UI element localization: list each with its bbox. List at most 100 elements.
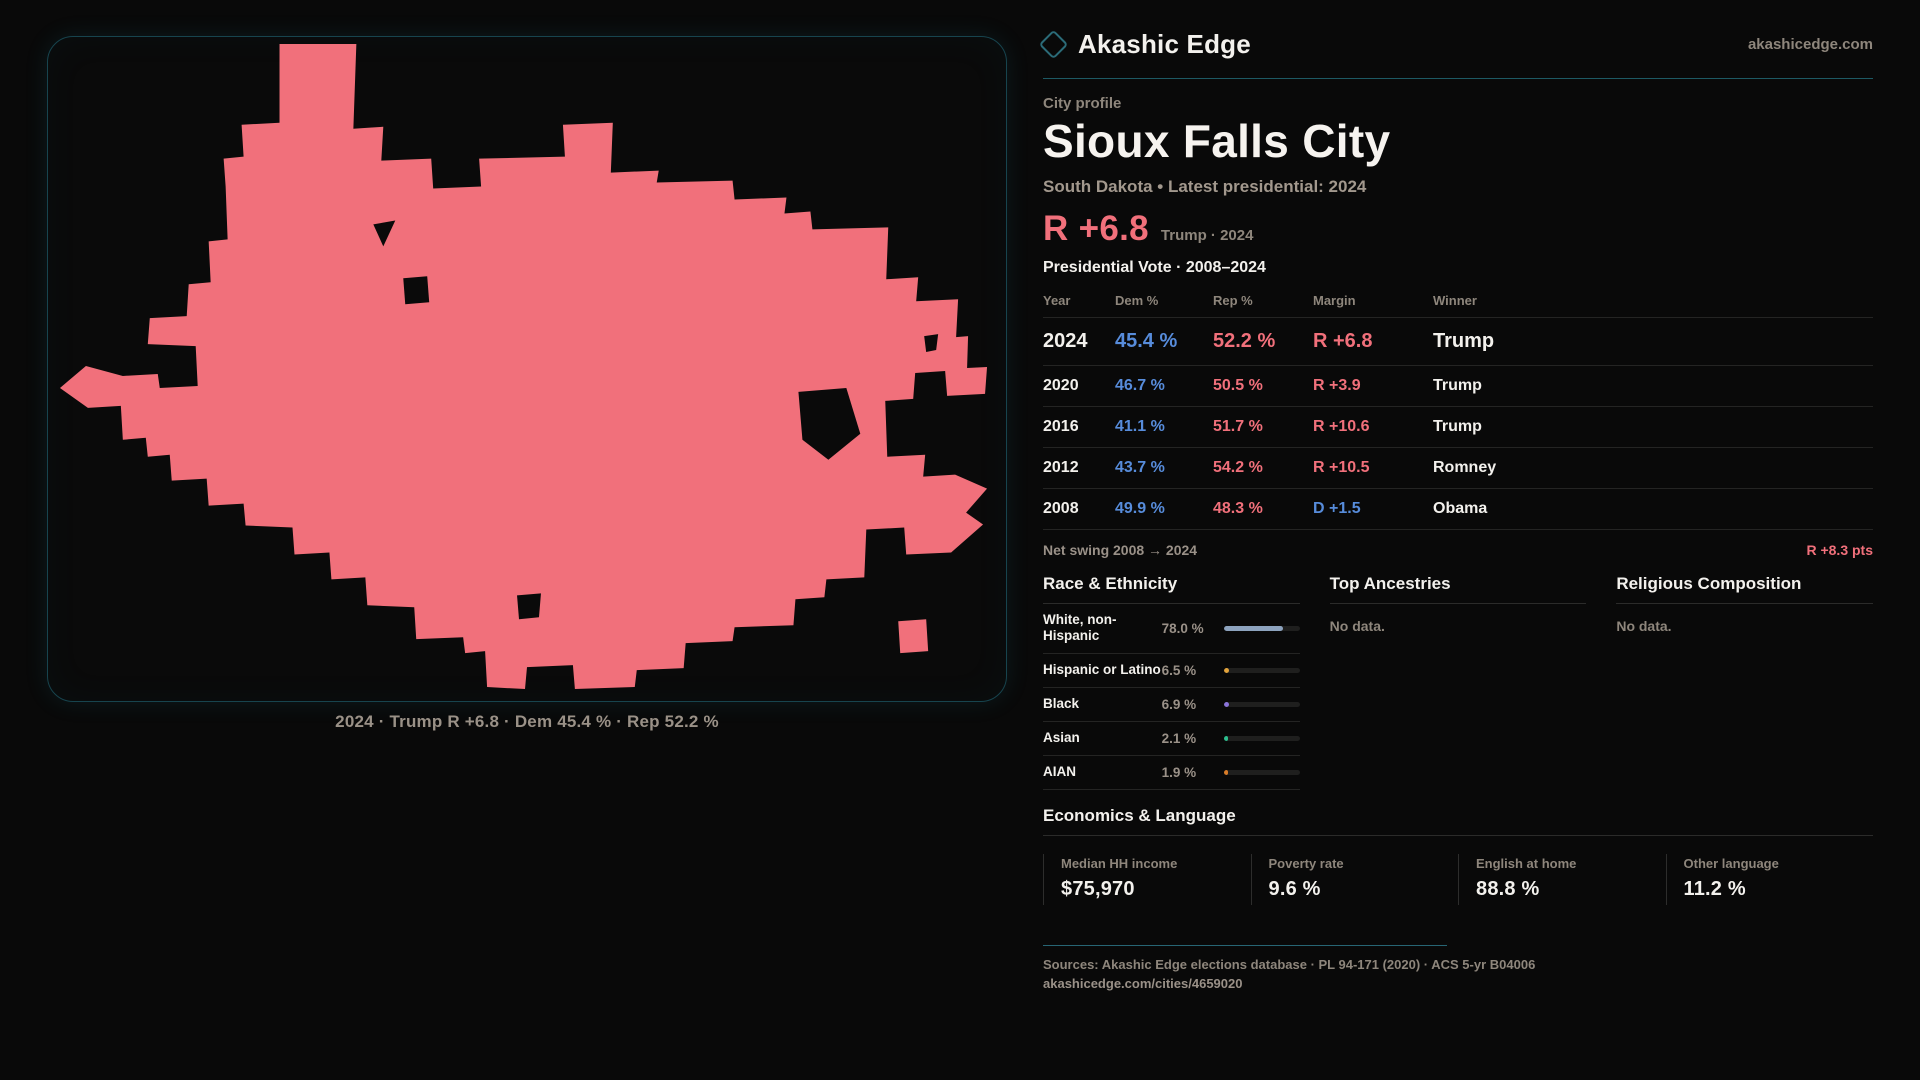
stat-card: Poverty rate 9.6 %	[1250, 853, 1459, 905]
headline-margin-value: R +6.8	[1043, 208, 1149, 248]
race-ethnicity-list: White, non-Hispanic 78.0 % Hispanic or Lat…	[1043, 604, 1300, 790]
race-bar-fill	[1223, 736, 1228, 742]
net-swing-row: Net swing 2008 → 2024 R +8.3 pts	[1043, 530, 1873, 568]
vote-table-row: 2024 45.4 % 52.2 % R +6.8 Trump	[1043, 318, 1873, 366]
profile-panel: Akashic Edge akashicedge.com City profil…	[1038, 24, 1874, 993]
table-cell: R +10.5	[1313, 458, 1370, 476]
table-cell: 2024	[1043, 329, 1088, 352]
table-cell: Trump	[1433, 329, 1495, 352]
race-row: AIAN 1.9 %	[1043, 756, 1300, 790]
panel-footer: Sources: Akashic Edge elections database…	[1043, 944, 1873, 993]
table-cell: 54.2 %	[1213, 458, 1263, 476]
table-cell: Trump	[1433, 417, 1482, 435]
city-boundary-shape	[59, 43, 988, 690]
column-header: Rep %	[1213, 292, 1253, 308]
economics-stats-row: Median HH income $75,970 Poverty rate 9.6 %…	[1043, 853, 1874, 905]
table-cell: D +1.5	[1313, 499, 1361, 517]
vote-table: Year Dem % Rep % Margin Winner 2024 45.4 % 52.2…	[1043, 285, 1873, 530]
race-row: Asian 2.1 %	[1043, 722, 1300, 756]
vote-table-row: 2020 46.7 % 50.5 % R +3.9 Trump	[1043, 366, 1873, 407]
race-label: Black	[1043, 696, 1080, 712]
race-bar-fill	[1223, 769, 1228, 775]
stat-label: Other language	[1683, 855, 1779, 871]
race-bar-fill	[1223, 702, 1229, 708]
race-bar-track	[1223, 736, 1300, 742]
race-bar-fill	[1223, 668, 1229, 674]
brand-header: Akashic Edge akashicedge.com	[1038, 24, 1873, 64]
city-boundary-map	[59, 43, 988, 690]
column-header: Winner	[1433, 292, 1477, 308]
table-cell: 52.2 %	[1213, 329, 1276, 352]
vote-table-row: 2008 49.9 % 48.3 % D +1.5 Obama	[1043, 489, 1873, 530]
stat-label: Poverty rate	[1268, 855, 1344, 871]
headline-margin-note: Trump · 2024	[1160, 226, 1254, 244]
stat-value: 9.6 %	[1268, 877, 1321, 900]
race-bar-track	[1223, 702, 1300, 708]
vote-table-title: Presidential Vote · 2008–2024	[1043, 258, 1266, 276]
vote-table-header: Year Dem % Rep % Margin Winner	[1043, 285, 1873, 318]
footer-divider	[1043, 944, 1447, 946]
map-hole	[403, 276, 430, 305]
page-title: Sioux Falls City	[1043, 115, 1391, 167]
table-cell: 49.9 %	[1115, 499, 1165, 517]
table-cell: 45.4 %	[1115, 329, 1178, 352]
race-label: White, non-Hispanic	[1043, 611, 1117, 644]
economics-title: Economics & Language	[1043, 806, 1873, 836]
table-cell: R +3.9	[1313, 376, 1361, 394]
race-row: Hispanic or Latino 6.5 %	[1043, 654, 1300, 689]
header-divider	[1043, 78, 1873, 79]
table-cell: 46.7 %	[1115, 376, 1165, 394]
permalink[interactable]: akashicedge.com/cities/4659020	[1043, 975, 1243, 991]
race-value: 1.9 %	[1161, 764, 1197, 780]
vote-table-row: 2012 43.7 % 54.2 % R +10.5 Romney	[1043, 448, 1873, 489]
race-value: 6.5 %	[1161, 663, 1197, 679]
race-ethnicity-title: Race & Ethnicity	[1043, 574, 1300, 604]
table-cell: 2016	[1043, 417, 1079, 435]
map-hole	[517, 593, 541, 620]
religious-composition-title: Religious Composition	[1616, 574, 1873, 604]
race-value: 6.9 %	[1161, 697, 1197, 713]
table-cell: 2008	[1043, 499, 1079, 517]
city-map-card	[47, 36, 1007, 702]
race-ethnicity-column: Race & Ethnicity White, non-Hispanic 78.0…	[1043, 574, 1300, 790]
table-cell: 50.5 %	[1213, 376, 1263, 394]
stat-card: Other language 11.2 %	[1665, 853, 1874, 905]
stat-label: Median HH income	[1061, 855, 1178, 871]
table-cell: Trump	[1433, 376, 1482, 394]
brand-domain-link[interactable]: akashicedge.com	[1747, 35, 1873, 53]
table-cell: 2012	[1043, 458, 1079, 476]
map-fragment	[898, 619, 929, 654]
race-row: White, non-Hispanic 78.0 %	[1043, 604, 1300, 655]
table-cell: 51.7 %	[1213, 417, 1263, 435]
race-value: 2.1 %	[1161, 731, 1197, 747]
race-label: Hispanic or Latino	[1043, 662, 1161, 678]
stat-value: $75,970	[1061, 877, 1135, 900]
table-cell: 41.1 %	[1115, 417, 1165, 435]
page-subtitle: South Dakota • Latest presidential: 2024	[1043, 176, 1367, 196]
table-cell: R +6.8	[1313, 329, 1373, 352]
net-swing-value: R +8.3 pts	[1806, 541, 1873, 558]
table-cell: Romney	[1433, 458, 1497, 476]
map-hole	[924, 334, 939, 353]
race-label: AIAN	[1043, 763, 1076, 779]
religious-composition-column: Religious Composition No data.	[1616, 574, 1873, 790]
race-bar-track	[1223, 668, 1300, 674]
net-swing-label: Net swing 2008 → 2024	[1043, 541, 1198, 558]
map-hole	[798, 387, 861, 460]
race-label: Asian	[1043, 730, 1080, 746]
map-caption: 2024 · Trump R +6.8 · Dem 45.4 % · Rep 5…	[335, 712, 719, 731]
headline-margin-block: R +6.8 Trump · 2024	[1043, 209, 1873, 249]
brand-lockup: Akashic Edge	[1038, 29, 1251, 60]
table-cell: R +10.6	[1313, 417, 1370, 435]
race-bar-fill	[1223, 625, 1283, 631]
column-header: Dem %	[1115, 292, 1159, 308]
race-bar-track	[1223, 769, 1300, 775]
demographics-grid: Race & Ethnicity White, non-Hispanic 78.0…	[1043, 574, 1873, 790]
race-row: Black 6.9 %	[1043, 688, 1300, 723]
race-value: 78.0 %	[1161, 620, 1204, 636]
top-ancestries-column: Top Ancestries No data.	[1329, 574, 1587, 790]
stat-value: 11.2 %	[1683, 877, 1746, 900]
table-cell: 2020	[1043, 376, 1079, 394]
column-header: Margin	[1313, 292, 1356, 308]
